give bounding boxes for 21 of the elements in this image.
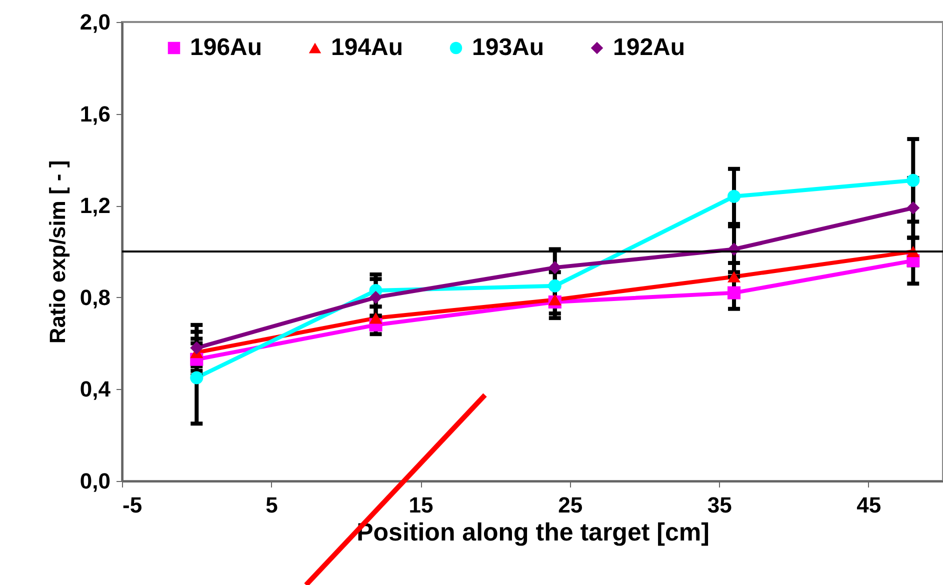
- x-tick-label: 5: [266, 492, 278, 518]
- point: [548, 294, 562, 306]
- y-tick-label: 2,0: [80, 10, 110, 34]
- legend-label: 196Au: [190, 34, 262, 61]
- y-tick-label: 0,0: [80, 468, 110, 494]
- y-axis-title: Ratio exp/sim [ - ]: [44, 160, 70, 344]
- legend-label: 193Au: [472, 34, 544, 61]
- x-tick-label: 45: [856, 492, 882, 518]
- y-tick-label: 1,6: [80, 101, 110, 126]
- point: [369, 290, 382, 304]
- legend-label: 194Au: [331, 34, 404, 61]
- x-tick-label: -5: [122, 492, 142, 518]
- x-tick-label: 25: [558, 492, 583, 518]
- point: [728, 286, 741, 300]
- point: [728, 190, 741, 203]
- legend-label: 192Au: [613, 34, 686, 61]
- y-tick-label: 1,2: [80, 193, 110, 218]
- y-tick-label: 0,4: [80, 376, 112, 402]
- x-tick-label: 35: [707, 492, 732, 518]
- point: [906, 201, 920, 214]
- y-tick-label: 0,8: [80, 284, 110, 310]
